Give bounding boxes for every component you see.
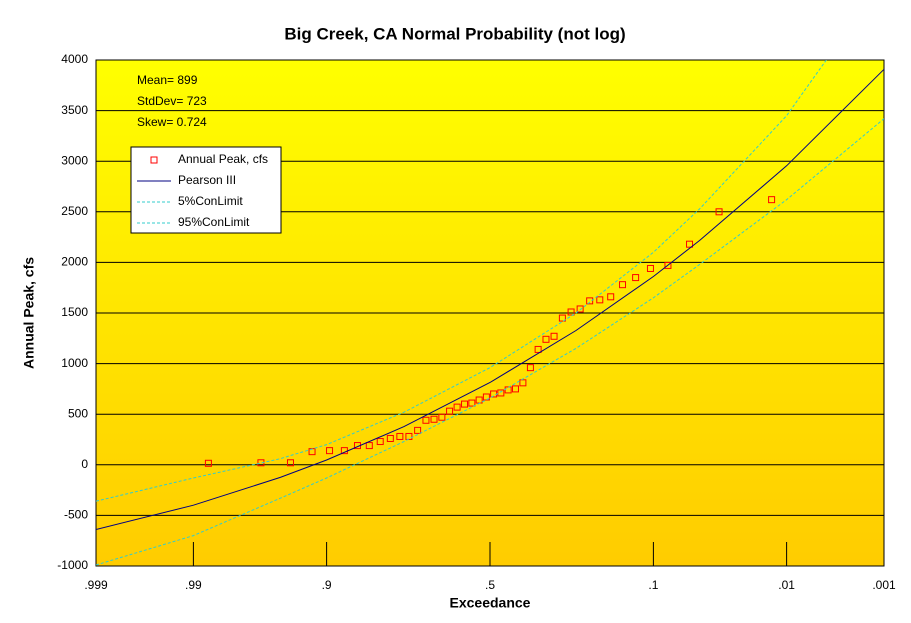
x-tick-label: .999 — [84, 578, 108, 592]
data-point — [504, 386, 512, 394]
data-point — [461, 400, 469, 408]
x-tick-label: .001 — [872, 578, 896, 592]
data-point — [422, 416, 430, 424]
data-point — [376, 438, 384, 446]
x-tick-label: .99 — [185, 578, 202, 592]
y-tick-label: -500 — [64, 508, 88, 522]
data-point — [453, 403, 461, 411]
data-point — [526, 364, 534, 372]
x-axis-label: Exceedance — [450, 595, 531, 611]
annotation: Mean= 899 — [137, 73, 198, 87]
y-axis-label: Annual Peak, cfs — [21, 257, 37, 369]
data-point — [468, 399, 476, 407]
y-tick-label: 2500 — [61, 204, 88, 218]
legend-label: Annual Peak, cfs — [178, 152, 268, 166]
data-point — [686, 240, 694, 248]
data-point — [586, 297, 594, 305]
x-tick-label: .01 — [778, 578, 795, 592]
legend-label: Pearson III — [178, 173, 236, 187]
data-point — [446, 407, 454, 415]
x-tick-label: .1 — [648, 578, 658, 592]
data-point — [607, 293, 615, 301]
data-point — [632, 274, 640, 282]
y-tick-label: 0 — [81, 457, 88, 471]
data-point — [365, 442, 373, 450]
y-tick-label: 4000 — [61, 52, 88, 66]
plot-series — [96, 60, 884, 566]
annotation: Skew= 0.724 — [137, 115, 207, 129]
data-point — [619, 281, 627, 289]
plot-border — [95, 59, 885, 567]
data-point — [519, 379, 527, 387]
legend-label: 95%ConLimit — [178, 215, 250, 229]
data-point — [482, 393, 490, 401]
data-point — [558, 314, 566, 322]
data-point — [414, 426, 422, 434]
data-point — [396, 432, 404, 440]
data-point — [542, 335, 550, 343]
y-tick-label: 3000 — [61, 153, 88, 167]
data-point — [430, 415, 438, 423]
data-point — [550, 332, 558, 340]
data-point — [596, 296, 604, 304]
x-tick-label: .9 — [322, 578, 332, 592]
legend-marker — [150, 156, 158, 164]
data-point — [646, 264, 654, 272]
data-point — [768, 196, 776, 204]
data-point — [326, 447, 334, 455]
data-point — [664, 261, 672, 269]
data-point — [715, 208, 723, 216]
data-point — [204, 459, 212, 467]
series-line — [96, 68, 884, 530]
chart-title: Big Creek, CA Normal Probability (not lo… — [284, 24, 625, 43]
y-tick-label: 3500 — [61, 103, 88, 117]
y-tick-label: 1500 — [61, 305, 88, 319]
data-point — [386, 434, 394, 442]
annotation: StdDev= 723 — [137, 94, 207, 108]
y-tick-label: 500 — [68, 406, 88, 420]
data-point — [497, 389, 505, 397]
data-point — [576, 305, 584, 313]
data-point — [286, 459, 294, 467]
data-point — [567, 308, 575, 316]
data-point — [438, 413, 446, 421]
legend-label: 5%ConLimit — [178, 194, 243, 208]
y-tick-label: -1000 — [57, 558, 88, 572]
data-point — [511, 385, 519, 393]
legend-box — [130, 146, 282, 234]
y-tick-label: 1000 — [61, 356, 88, 370]
data-point — [534, 345, 542, 353]
x-tick-label: .5 — [485, 578, 495, 592]
y-tick-label: 2000 — [61, 255, 88, 269]
